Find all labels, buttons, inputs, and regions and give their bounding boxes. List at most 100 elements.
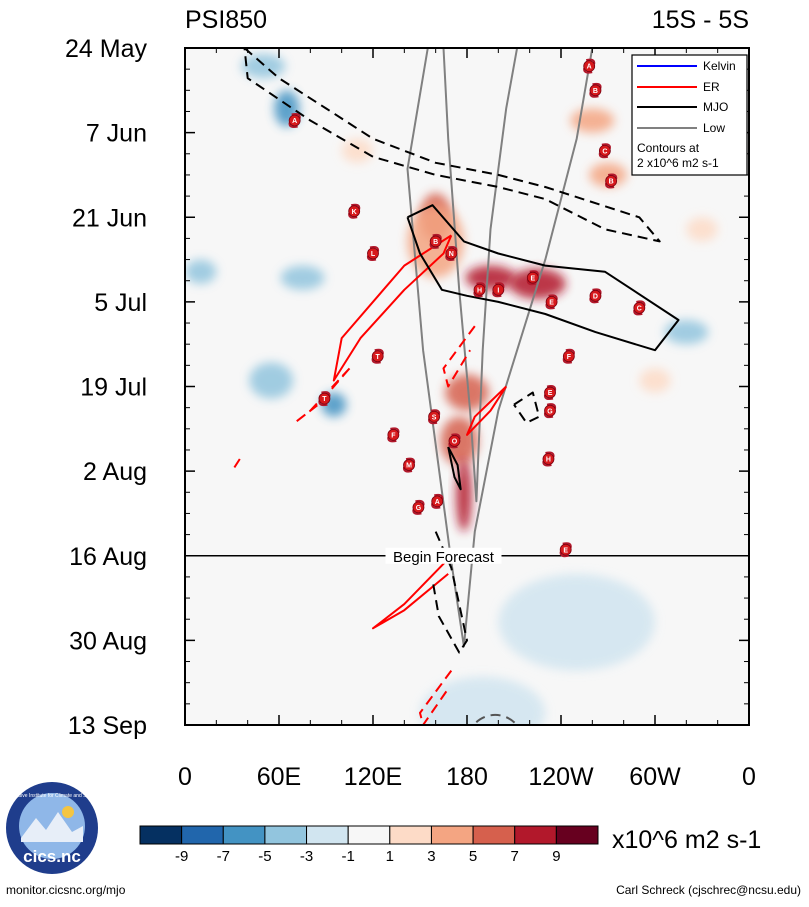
x-tick-label: 0 [178, 763, 192, 791]
storm-marker-label: C [602, 148, 607, 155]
mjo-contour-negative-0 [243, 48, 661, 243]
anomaly-feature-14 [686, 217, 718, 242]
storm-marker-dot [387, 428, 400, 441]
axes: 24 May 7 Jun 21 Jun 5 Jul 19 Jul 2 Aug 16 Aug 3… [65, 35, 756, 791]
colorbar-label: 5 [469, 848, 477, 865]
y-tick-label: 16 Aug [69, 543, 147, 571]
storm-marker-dot [589, 84, 602, 97]
storm-marker-label: A [435, 499, 440, 506]
anomaly-feature-18 [639, 368, 671, 393]
storm-marker-h-24: H [542, 451, 555, 467]
storm-marker-t-15: T [371, 348, 384, 364]
storm-marker-dot [544, 404, 556, 417]
anomaly-feature-16 [589, 162, 627, 188]
storm-marker-h-9: H [473, 282, 486, 298]
colorbar-label: 9 [552, 848, 560, 865]
storm-marker-label: K [352, 209, 357, 216]
storm-marker-a-25: A [431, 493, 444, 509]
colorbar-label: -3 [300, 848, 313, 865]
anomaly-feature-15 [570, 108, 615, 133]
storm-marker-t-17: T [318, 391, 331, 407]
anomaly-feature-20 [420, 676, 546, 725]
y-tick-label: 7 Jun [86, 120, 147, 148]
anomaly-feature-12 [280, 265, 325, 290]
storm-marker-label: E [530, 275, 535, 282]
storm-marker-a-2: A [288, 113, 301, 129]
y-tick-label: 30 Aug [69, 627, 147, 655]
colorbar-swatch-10 [555, 825, 599, 845]
storm-marker-label: G [416, 505, 422, 512]
storm-marker-c-14: C [633, 300, 646, 316]
footer-website: monitor.cicsnc.org/mjo [6, 883, 126, 897]
storm-marker-e-13: E [545, 294, 558, 310]
x-tick-label: 120W [528, 763, 594, 791]
storm-marker-label: N [449, 251, 454, 258]
legend-note-line1: Contours at [637, 141, 700, 155]
colorbar-swatch-5 [347, 825, 391, 845]
storm-marker-label: H [546, 457, 551, 464]
storm-marker-dot [429, 235, 442, 248]
mjo-contour-dashed-circle [472, 713, 519, 725]
storm-marker-n-8: N [445, 246, 458, 262]
storm-marker-dot [589, 289, 602, 302]
storm-marker-label: C [637, 306, 642, 313]
storm-marker-dot [288, 114, 301, 127]
y-tick-label: 13 Sep [68, 712, 147, 740]
y-tick-label: 2 Aug [83, 458, 147, 486]
storm-marker-label: T [376, 354, 381, 361]
mjo-contour-negative-2 [513, 391, 541, 424]
storm-marker-label: F [391, 432, 396, 439]
colorbar-label: -9 [175, 848, 188, 865]
storm-marker-dot [412, 501, 425, 514]
storm-marker-label: E [549, 299, 554, 306]
colorbar-label: 1 [386, 848, 394, 865]
storm-marker-l-6: L [366, 246, 380, 262]
storm-marker-b-1: B [589, 82, 602, 98]
anomaly-feature-5 [465, 265, 516, 290]
colorbar-label: 7 [511, 848, 519, 865]
colorbar-label: -7 [217, 848, 230, 865]
storm-marker-g-19: G [543, 403, 557, 419]
storm-marker-dot [605, 175, 618, 187]
storm-marker-e-11: E [526, 270, 539, 286]
y-tick-label: 5 Jul [94, 289, 147, 317]
storm-marker-dot [583, 60, 596, 73]
storm-marker-dot [559, 543, 572, 556]
colorbar-label: -1 [342, 848, 355, 865]
x-tick-label: 60W [629, 763, 681, 791]
colorbar-swatch-7 [430, 825, 474, 845]
storm-marker-label: L [371, 251, 376, 258]
colorbar-swatch-6 [389, 825, 432, 845]
storm-marker-b-7: B [429, 233, 442, 249]
storm-marker-e-27: E [559, 542, 572, 558]
storm-marker-g-26: G [412, 499, 425, 515]
logo-text: cics.nc [23, 847, 81, 866]
colorbar-swatch-1 [181, 825, 224, 845]
storm-marker-dot [473, 283, 486, 296]
storm-marker-label: O [452, 439, 458, 446]
storm-marker-label: M [406, 463, 412, 470]
logo-sun [62, 806, 74, 818]
storm-marker-dot [431, 495, 444, 508]
begin-forecast-label: Begin Forecast [393, 549, 495, 566]
storm-marker-dot [367, 247, 379, 260]
storm-marker-i-10: I [492, 282, 505, 298]
anomaly-feature-19 [185, 259, 217, 284]
colorbar-swatch-9 [514, 825, 557, 845]
storm-marker-label: E [548, 390, 553, 397]
x-tick-label: 180 [446, 763, 488, 791]
storm-marker-label: A [292, 118, 297, 125]
mjo-contour-positive-1 [447, 446, 462, 491]
x-tick-label: 120E [344, 763, 402, 791]
storm-marker-e-18: E [543, 385, 557, 401]
storm-marker-dot [371, 350, 384, 363]
storm-marker-dot [348, 205, 361, 218]
legend-label-mjo: MJO [703, 100, 728, 114]
chart-title-left: PSI850 [185, 6, 267, 34]
colorbar-label: -5 [258, 848, 271, 865]
legend: Kelvin ER MJO Low Contours at 2 x10^6 m2… [631, 54, 748, 176]
footer-author: Carl Schreck (cjschrec@ncsu.edu) [616, 883, 801, 897]
storm-marker-label: H [477, 287, 482, 294]
colorbar-units: x10^6 m2 s-1 [612, 826, 762, 854]
storm-marker-label: F [567, 354, 572, 361]
